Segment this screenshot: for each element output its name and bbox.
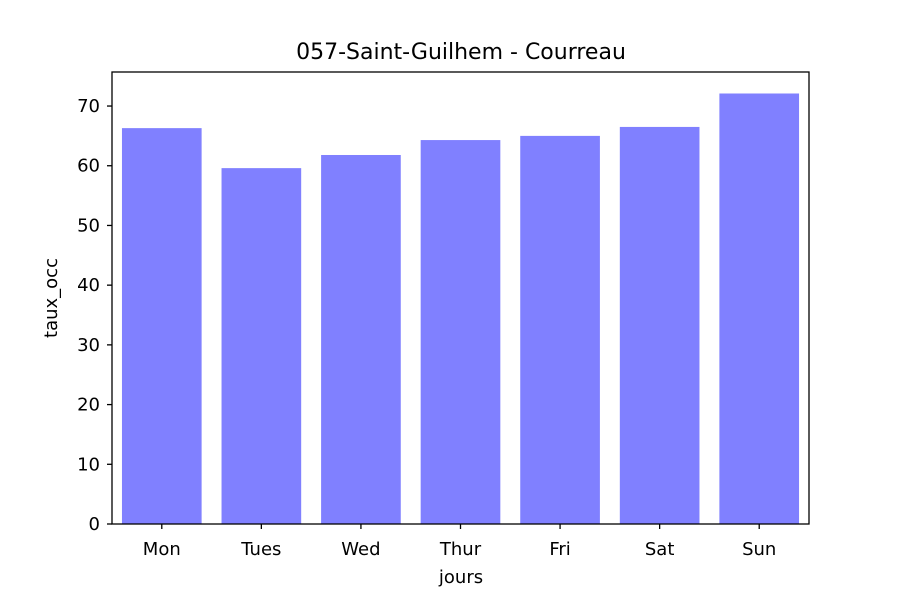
y-tick-label: 40 <box>77 275 100 296</box>
x-tick-label: Mon <box>143 539 181 560</box>
bar-sun <box>719 93 800 525</box>
x-tick-label: Wed <box>341 539 380 560</box>
x-tick-label: Sun <box>742 539 776 560</box>
y-tick-label: 20 <box>77 395 100 416</box>
bar-mon <box>121 128 202 524</box>
x-tick-label: Sat <box>645 539 675 560</box>
plot-frame <box>111 71 810 525</box>
y-axis-ticks: 0 10 20 30 40 50 60 70 <box>77 96 112 535</box>
chart-title: 057-Saint-Guilhem - Courreau <box>296 40 626 65</box>
bar-fri <box>520 135 600 524</box>
bars-group <box>121 93 800 525</box>
bar-tues <box>221 168 302 525</box>
y-tick-label: 70 <box>77 96 100 117</box>
bar-thur <box>420 140 501 524</box>
bar-wed <box>321 154 401 524</box>
x-tick-label: Thur <box>439 539 482 560</box>
x-axis-label: jours <box>438 567 483 588</box>
x-tick-label: Fri <box>549 539 570 560</box>
y-tick-label: 0 <box>89 514 100 535</box>
x-tick-label: Tues <box>240 539 281 560</box>
y-axis-label: taux_occ <box>41 258 62 338</box>
y-tick-label: 50 <box>77 215 100 236</box>
y-tick-label: 60 <box>77 156 100 177</box>
y-tick-label: 10 <box>77 454 100 475</box>
bar-sat <box>619 126 700 525</box>
y-tick-label: 30 <box>77 335 100 356</box>
x-axis-ticks: Mon Tues Wed Thur Fri Sat Sun <box>143 524 776 560</box>
